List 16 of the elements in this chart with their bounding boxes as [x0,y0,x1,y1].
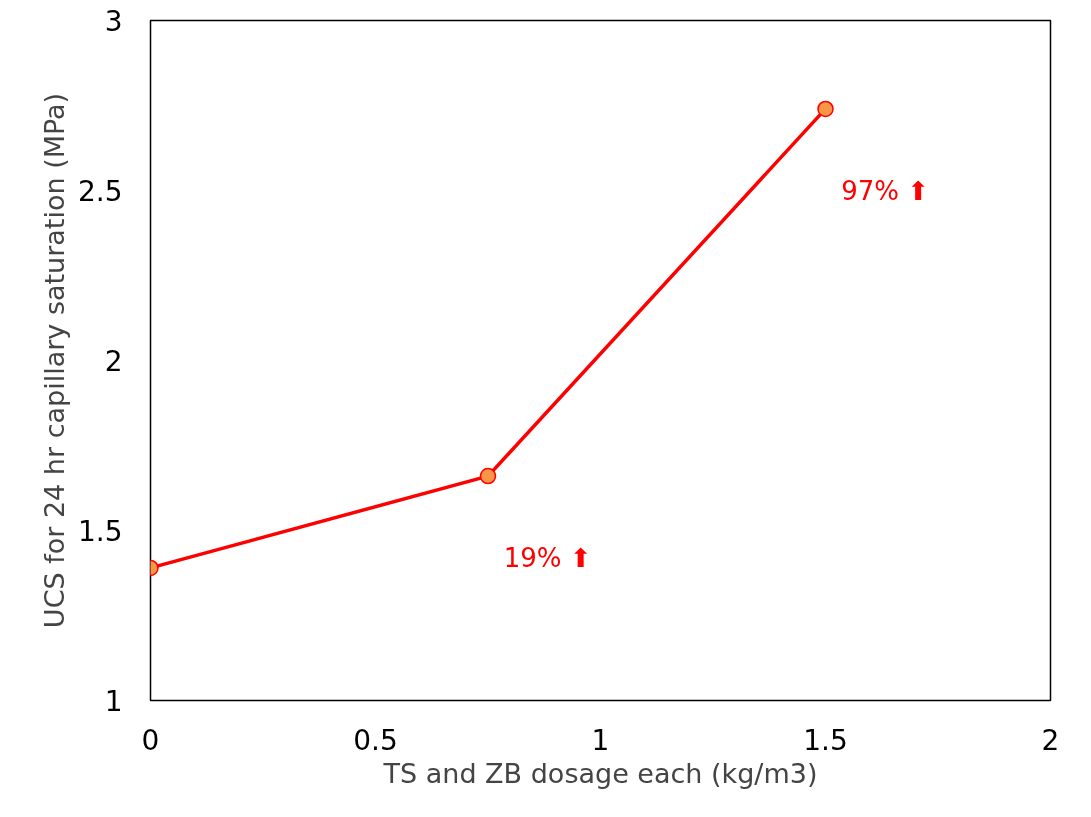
annotation: 19% ⬆ [503,542,592,573]
y-tick-label: 1.5 [77,515,123,548]
y-tick-label: 2 [104,345,123,378]
y-tick-label: 3 [104,5,123,38]
y-axis-title: UCS for 24 hr capillary saturation (MPa) [38,92,70,629]
x-axis-title: TS and ZB dosage each (kg/m3) [382,757,818,789]
y-tick-label: 1 [104,685,123,718]
annotation: 97% ⬆ [841,175,929,206]
x-tick-label: 2 [1041,723,1060,757]
point [817,100,834,118]
x-tick-label: 1 [591,723,610,757]
x-tick-label: 0 [141,723,160,757]
x-tick-label: 0.5 [353,723,398,757]
y-tick-label: 2.5 [77,175,123,208]
x-tick-label: 1.5 [803,723,848,757]
point [479,467,497,485]
